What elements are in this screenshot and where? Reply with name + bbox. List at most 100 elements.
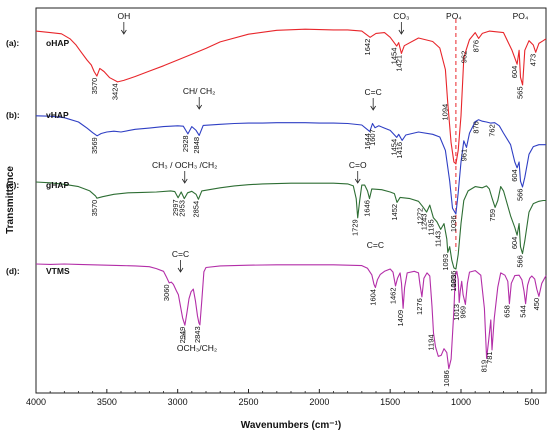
peak-label: 1013 xyxy=(452,304,461,321)
annotation-label: OCH₃/CH₂ xyxy=(177,343,217,353)
peak-label: 1243 xyxy=(420,214,429,231)
annotation-arrowhead xyxy=(354,178,361,184)
peak-label: 1035 xyxy=(449,275,458,292)
peak-label: 2928 xyxy=(181,135,190,152)
x-tick-label: 1000 xyxy=(451,397,471,407)
peak-label: 1421 xyxy=(394,55,403,72)
peak-label: 781 xyxy=(485,351,494,364)
annotation-label: OH xyxy=(117,11,130,21)
peak-label: 604 xyxy=(510,66,519,79)
x-axis-title: Wavenumbers (cm⁻¹) xyxy=(241,420,341,431)
series-prefix-ohap: (a): xyxy=(6,38,19,48)
series-name-vhap: vHAP xyxy=(46,110,69,120)
series-prefix-vhap: (b): xyxy=(6,110,20,120)
x-tick-label: 2000 xyxy=(309,397,329,407)
series-name-vtms: VTMS xyxy=(46,266,70,276)
peak-label: 1195 xyxy=(426,219,435,235)
series-line-ohap xyxy=(35,28,547,165)
peak-label: 961 xyxy=(460,149,469,162)
series-prefix-ghap: (c): xyxy=(6,180,19,190)
peak-label: 1194 xyxy=(427,334,436,350)
annotation-label: CH/ CH₂ xyxy=(183,86,216,96)
peak-label: 2843 xyxy=(193,326,202,343)
x-tick-label: 500 xyxy=(524,397,539,407)
series-line-vtms xyxy=(35,263,547,370)
peak-label: 1276 xyxy=(415,298,424,315)
peak-label: 2848 xyxy=(192,137,201,154)
peak-label: 1272 xyxy=(415,208,424,225)
annotation-label: PO₄ xyxy=(446,11,462,21)
peak-label: 1094 xyxy=(441,104,450,121)
peak-label: 2949 xyxy=(178,327,187,344)
annotation-label: C=C xyxy=(172,249,189,259)
peak-label: 1642 xyxy=(363,39,372,56)
peak-label: 1454 xyxy=(390,139,399,156)
peak-label: 565 xyxy=(516,87,525,100)
peak-label: 1409 xyxy=(396,310,405,327)
peak-label: 544 xyxy=(519,305,528,318)
annotation-arrowhead xyxy=(177,267,184,273)
y-axis-title: Transmittance xyxy=(5,166,16,234)
series-prefix-vtms: (d): xyxy=(6,266,20,276)
x-tick-label: 3000 xyxy=(168,397,188,407)
x-tick-label: 1500 xyxy=(380,397,400,407)
peak-label: 604 xyxy=(510,169,519,182)
peak-label: 969 xyxy=(458,306,467,319)
peak-label: 2997 xyxy=(171,199,180,216)
peak-label: 1454 xyxy=(390,48,399,65)
peak-label: 1646 xyxy=(362,200,371,217)
peak-label: 759 xyxy=(488,209,497,222)
peak-label: 1644 xyxy=(363,133,372,150)
peak-label: 604 xyxy=(510,237,519,250)
annotation-arrowhead xyxy=(181,178,188,184)
peak-label: 876 xyxy=(472,40,481,53)
x-tick-label: 2500 xyxy=(238,397,258,407)
peak-label: 658 xyxy=(502,305,511,318)
peak-label: 1604 xyxy=(368,289,377,306)
peak-label: 3569 xyxy=(90,137,99,154)
peak-label: 3570 xyxy=(90,78,99,95)
peak-label: 1143 xyxy=(434,231,443,247)
series-line-ghap xyxy=(35,181,546,270)
peak-label: 1452 xyxy=(390,204,399,221)
annotation-label: C=O xyxy=(349,160,367,170)
peak-label: 2953 xyxy=(177,200,186,217)
series-line-vhap xyxy=(35,115,546,215)
peak-label: 3570 xyxy=(90,200,99,217)
annotation-arrowhead xyxy=(120,29,127,35)
peak-label: 819 xyxy=(480,360,489,373)
peak-label: 1607 xyxy=(368,129,377,146)
peak-label: 473 xyxy=(529,54,538,67)
peak-label: 876 xyxy=(472,121,481,134)
peak-label: 1036 xyxy=(449,271,458,288)
peak-label: 566 xyxy=(515,255,524,268)
peak-label: 962 xyxy=(459,51,468,64)
peak-label: 1086 xyxy=(442,370,451,387)
annotation-label: PO₄ xyxy=(513,11,529,21)
peak-label: 450 xyxy=(532,298,541,311)
x-tick-label: 3500 xyxy=(97,397,117,407)
annotation-label: C=C xyxy=(365,87,382,97)
annotation-label: C=C xyxy=(367,240,384,250)
peak-label: 3424 xyxy=(111,83,120,100)
series-name-ghap: gHAP xyxy=(46,180,69,190)
peak-label: 2854 xyxy=(191,201,200,218)
annotation-label: CO₃ xyxy=(393,11,409,21)
peak-label: 1036 xyxy=(449,215,458,232)
annotation-arrowhead xyxy=(398,29,405,35)
x-tick-label: 4000 xyxy=(26,397,46,407)
peak-label: 566 xyxy=(515,189,524,202)
peak-label: 762 xyxy=(488,124,497,137)
peak-label: 1416 xyxy=(395,142,404,159)
series-name-ohap: oHAP xyxy=(46,38,69,48)
peak-label: 1093 xyxy=(441,254,450,271)
annotation-label: CH₃ / OCH₃ /CH₂ xyxy=(152,160,217,170)
peak-label: 1462 xyxy=(389,287,398,304)
annotation-arrowhead xyxy=(370,105,377,111)
annotation-arrowhead xyxy=(196,104,203,110)
peak-label: 1729 xyxy=(351,219,360,236)
plot-frame xyxy=(35,7,547,394)
peak-label: 3060 xyxy=(162,284,171,301)
